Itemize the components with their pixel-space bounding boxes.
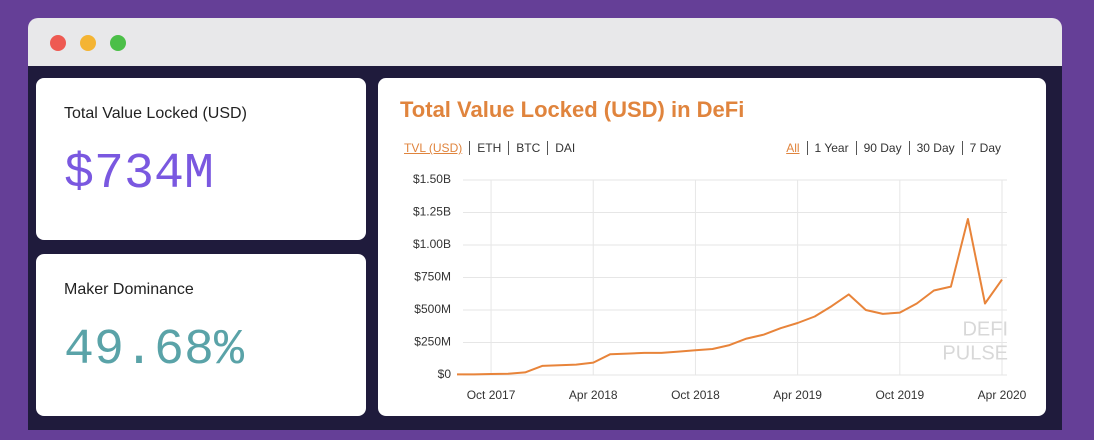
x-tick-label: Apr 2018 <box>569 388 618 402</box>
close-button[interactable] <box>50 35 66 51</box>
y-tick-label: $1.25B <box>413 205 451 219</box>
tab[interactable]: 30 Day <box>908 141 962 155</box>
x-tick-label: Apr 2019 <box>773 388 822 402</box>
watermark: DEFI <box>962 318 1008 340</box>
chart-card <box>378 78 1046 416</box>
tab[interactable]: All <box>786 141 800 155</box>
tab[interactable]: 90 Day <box>855 141 909 155</box>
watermark: PULSE <box>942 342 1008 364</box>
tab[interactable]: BTC <box>508 141 547 155</box>
maximize-button[interactable] <box>110 35 126 51</box>
y-tick-label: $250M <box>414 335 451 349</box>
y-tick-label: $500M <box>414 302 451 316</box>
x-tick-label: Apr 2020 <box>978 388 1027 402</box>
y-tick-label: $750M <box>414 270 451 284</box>
card <box>36 254 366 416</box>
tab[interactable]: 7 Day <box>961 141 1008 155</box>
card <box>36 78 366 240</box>
y-tick-label: $1.00B <box>413 237 451 251</box>
range-tabs: All 1 Year 90 Day 30 Day 7 Day <box>786 141 1008 155</box>
line <box>457 218 1003 376</box>
y-tick-label: $0 <box>438 367 452 381</box>
card-label: Total Value Locked (USD) <box>64 105 247 122</box>
asset-tabs: TVL (USD) ETH BTC DAI <box>404 141 582 155</box>
tab[interactable]: 1 Year <box>806 141 856 155</box>
tab[interactable]: DAI <box>547 141 582 155</box>
tab[interactable]: TVL (USD) <box>404 141 463 155</box>
chart-title: Total Value Locked (USD) in DeFi <box>400 97 744 122</box>
card-label: Maker Dominance <box>64 281 194 298</box>
minimize-button[interactable] <box>80 35 96 51</box>
card-value: $734M <box>64 146 214 203</box>
x-tick-label: Oct 2019 <box>875 388 924 402</box>
x-tick-label: Oct 2017 <box>467 388 516 402</box>
y-tick-label: $1.50B <box>413 172 451 186</box>
card-value: 49.68% <box>64 322 245 379</box>
x-tick-label: Oct 2018 <box>671 388 720 402</box>
tab[interactable]: ETH <box>469 141 508 155</box>
